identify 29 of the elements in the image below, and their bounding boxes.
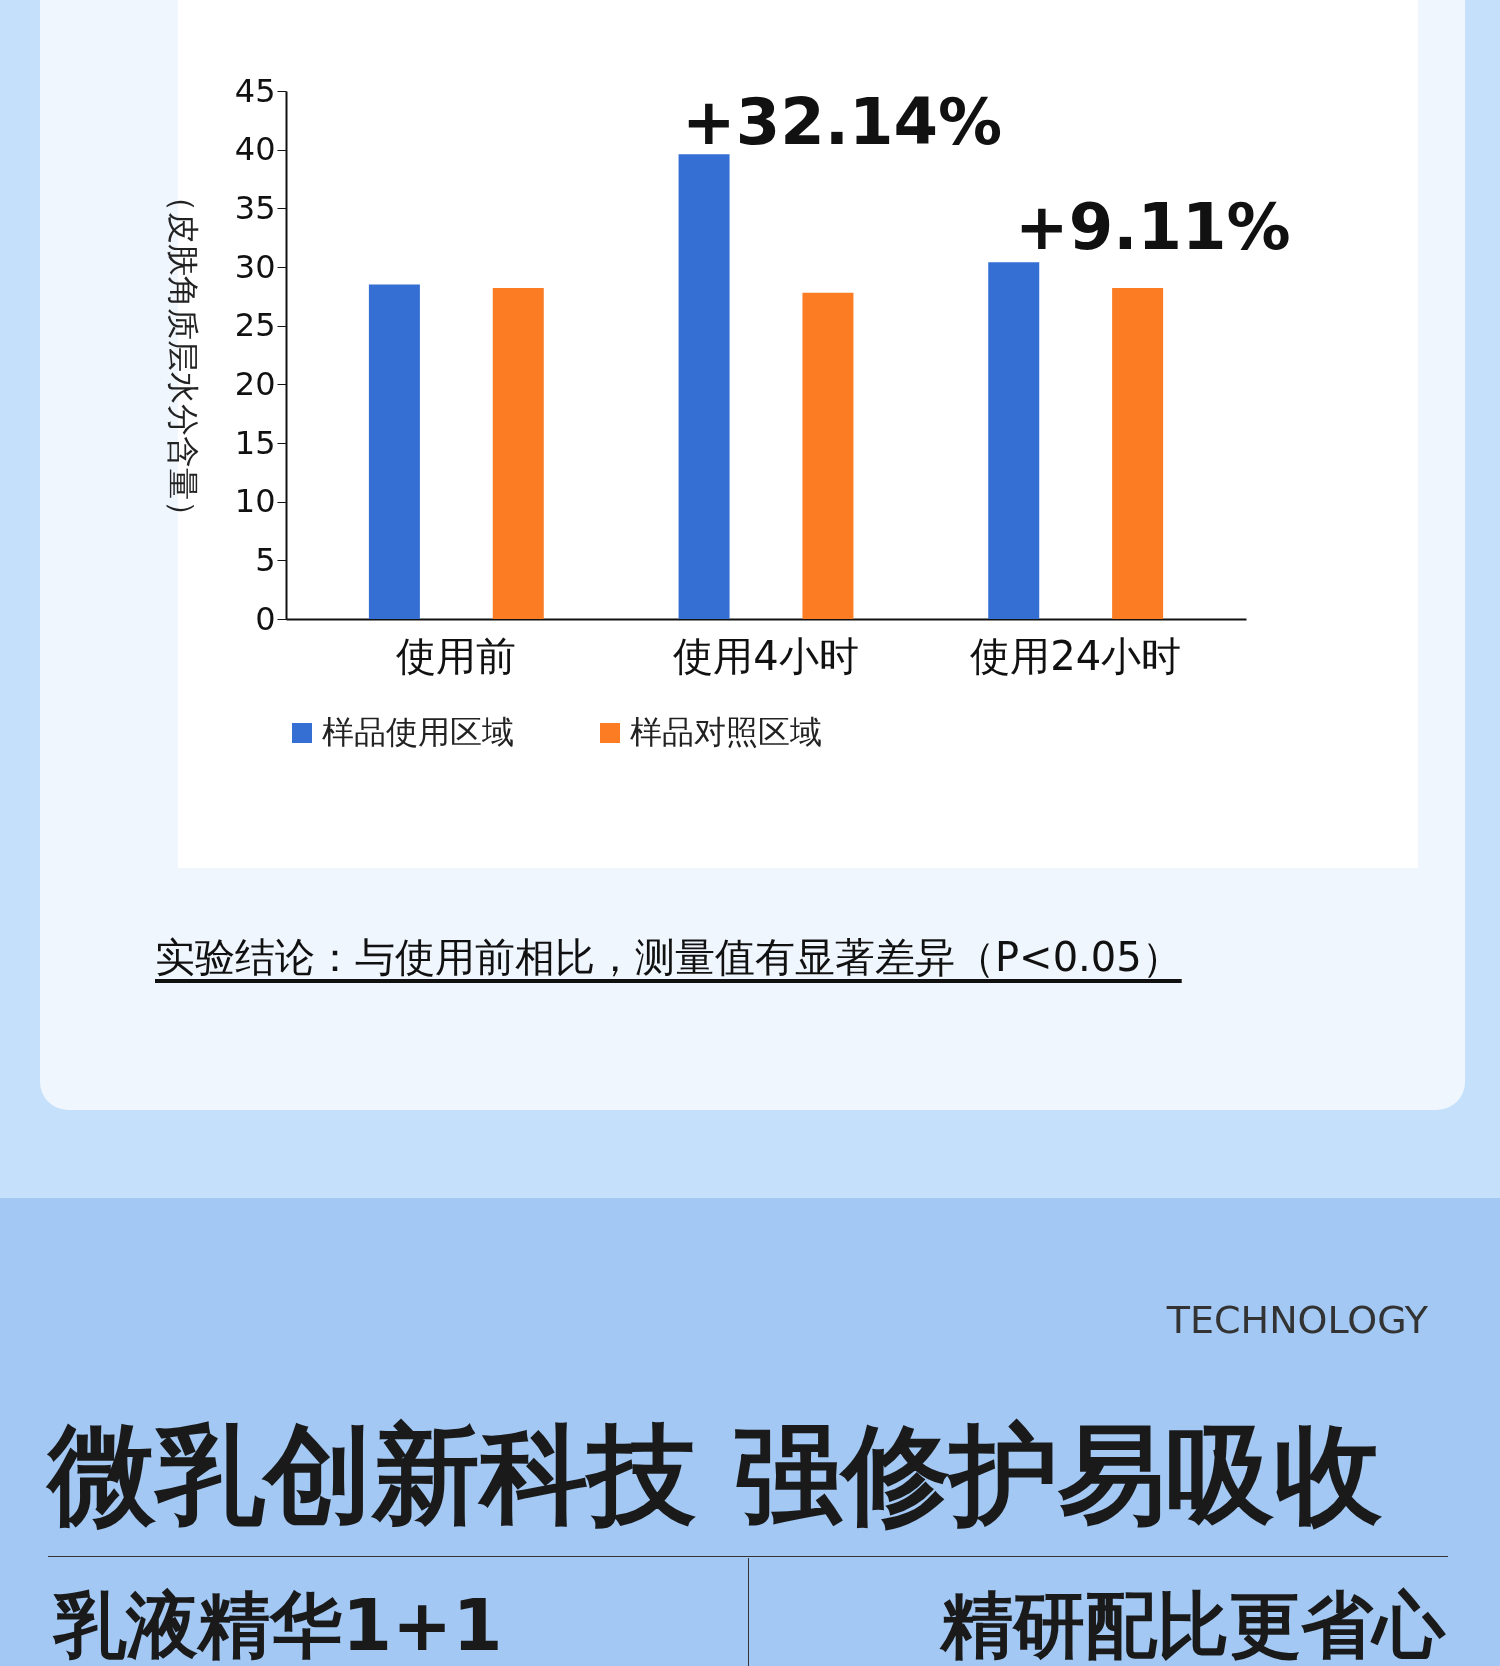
text: TECHNOLOGY xyxy=(1166,1298,1428,1342)
bar xyxy=(678,154,730,619)
text: 微乳创新科技 强修护易吸收 xyxy=(48,1411,1382,1539)
y-tick-label: 15 xyxy=(234,423,276,462)
bar xyxy=(802,292,854,619)
annotation: +9.11% xyxy=(1015,190,1291,264)
bar xyxy=(368,284,420,619)
x-tick-label: 使用前 xyxy=(396,632,517,679)
y-tick-label: 25 xyxy=(234,306,276,345)
legend-label: 样品对照区域 xyxy=(630,713,822,751)
y-tick-label: 5 xyxy=(255,540,276,579)
y-tick-label: 45 xyxy=(234,71,276,110)
y-tick-label: 30 xyxy=(234,247,276,286)
y-axis-title: （皮肤角质层水分含量） xyxy=(163,179,202,532)
x-tick-label: 使用4小时 xyxy=(673,632,859,679)
legend-label: 样品使用区域 xyxy=(322,713,514,751)
y-tick-label: 10 xyxy=(234,482,276,521)
x-tick-label: 使用24小时 xyxy=(970,632,1182,679)
bar xyxy=(492,288,544,619)
text: 精研配比更省心 xyxy=(941,1582,1445,1666)
annotation: +32.14% xyxy=(682,85,1003,159)
y-tick-label: 35 xyxy=(234,188,276,227)
text: 乳液精华1+1 xyxy=(54,1582,503,1666)
y-tick-label: 0 xyxy=(255,599,276,638)
bar xyxy=(988,262,1040,619)
bar xyxy=(1112,288,1164,619)
text: 实验结论：与使用前相比，测量值有显著差异（P<0.05） xyxy=(155,933,1183,982)
y-tick-label: 20 xyxy=(234,364,276,403)
y-tick-label: 40 xyxy=(234,130,276,169)
